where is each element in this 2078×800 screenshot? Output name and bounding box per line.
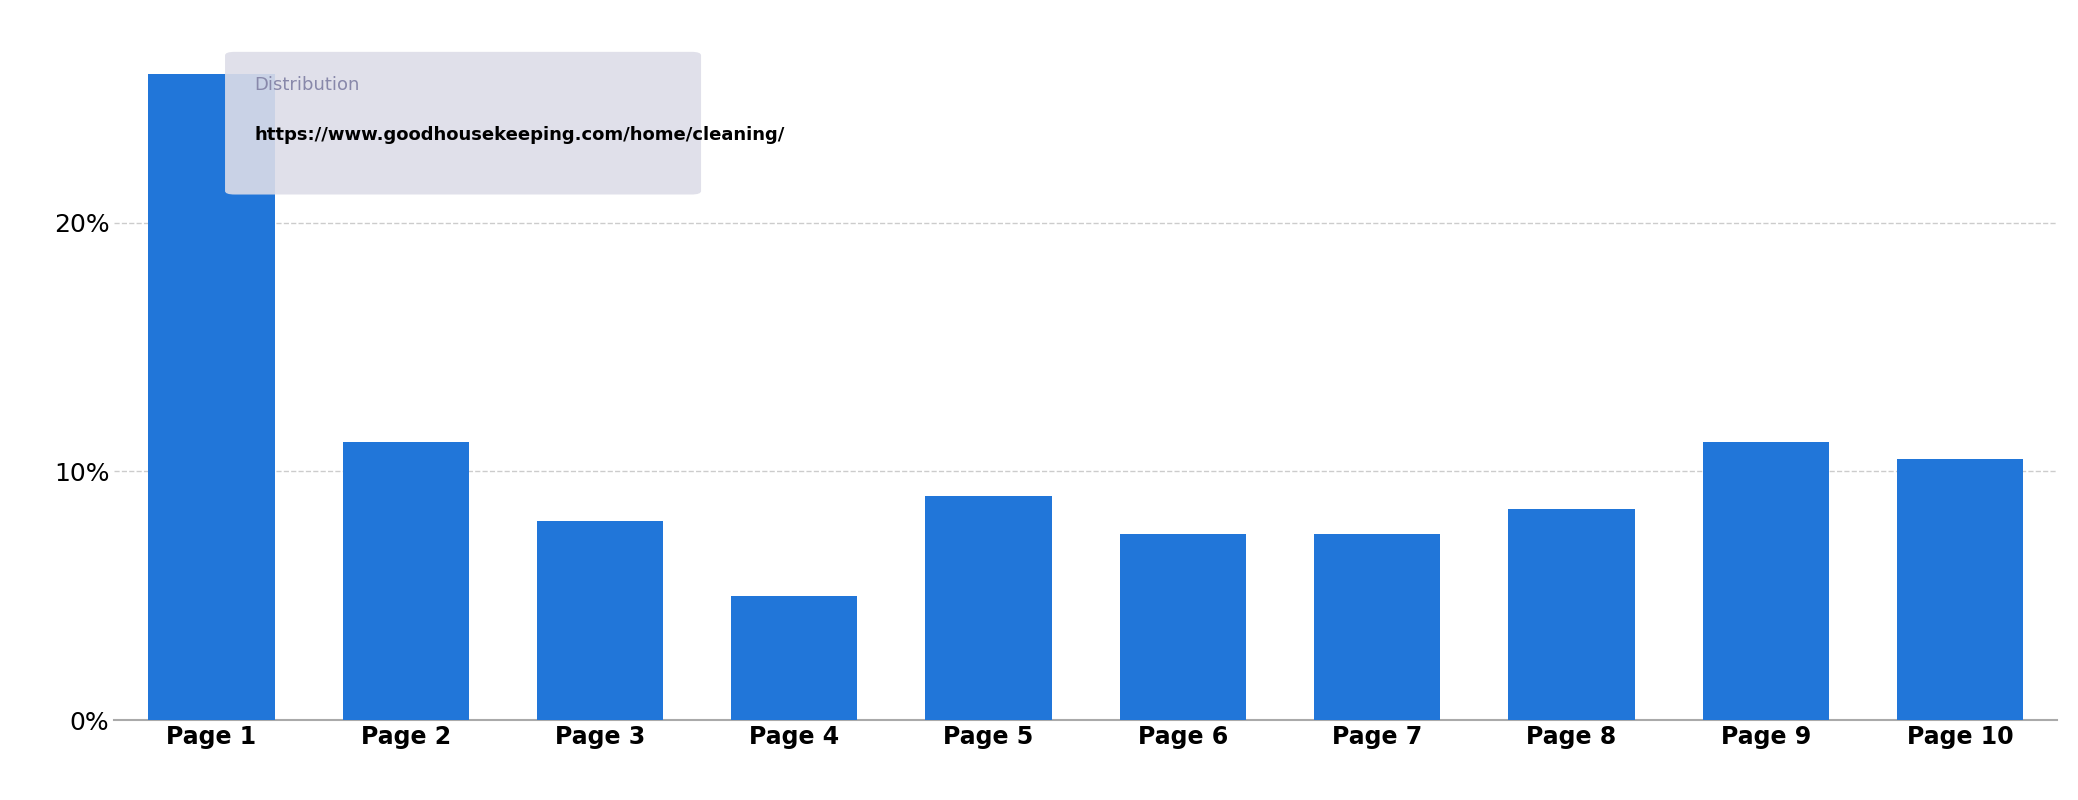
Bar xyxy=(343,442,470,720)
Bar xyxy=(536,521,663,720)
Bar xyxy=(148,74,274,720)
Text: https://www.goodhousekeeping.com/home/cleaning/: https://www.goodhousekeeping.com/home/cl… xyxy=(254,126,785,144)
Bar xyxy=(1120,534,1247,720)
Text: Distribution: Distribution xyxy=(254,76,359,94)
Bar xyxy=(1509,509,1635,720)
Bar xyxy=(925,496,1051,720)
Bar xyxy=(1313,534,1440,720)
FancyBboxPatch shape xyxy=(224,52,700,194)
Bar xyxy=(1897,459,2024,720)
Bar xyxy=(731,596,858,720)
Bar xyxy=(1702,442,1829,720)
